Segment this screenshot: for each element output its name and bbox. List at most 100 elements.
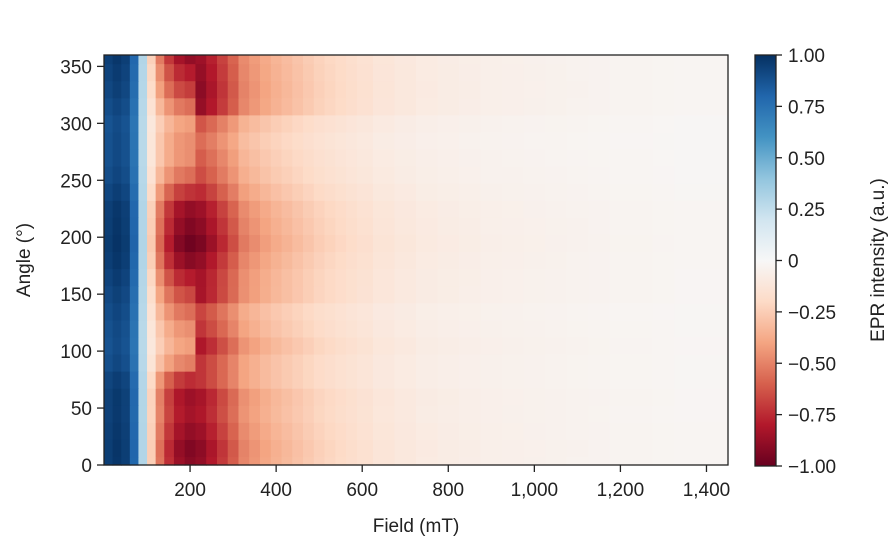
heatmap-cell — [313, 131, 326, 150]
heatmap-cell — [206, 405, 218, 423]
heatmap-cell — [164, 55, 175, 65]
heatmap-cell — [346, 148, 358, 167]
heatmap-cell — [372, 388, 396, 406]
heatmap-cell — [335, 166, 347, 184]
heatmap-cell — [313, 353, 326, 372]
heatmap-cell — [695, 353, 716, 372]
x-tick-label: 1,400 — [683, 480, 731, 501]
heatmap-cell — [195, 456, 207, 466]
heatmap-cell — [372, 131, 396, 150]
heatmap-cell — [270, 97, 283, 116]
heatmap-cell — [147, 251, 157, 270]
heatmap-cell — [588, 405, 611, 423]
heatmap-cell — [121, 166, 131, 184]
heatmap-cell — [164, 183, 175, 201]
heatmap-cell — [356, 422, 374, 440]
heatmap-cell — [523, 422, 546, 440]
heatmap-cell — [674, 405, 697, 423]
heatmap-cell — [260, 319, 272, 338]
heatmap-cell — [104, 251, 114, 270]
heatmap-cell — [206, 439, 218, 458]
heatmap-cell — [372, 336, 396, 355]
heatmap-cell — [695, 405, 716, 423]
heatmap-cell — [588, 422, 611, 440]
heatmap-cell — [416, 371, 439, 389]
heatmap-cell — [184, 217, 197, 235]
heatmap-cell — [184, 439, 197, 458]
heatmap-cell — [281, 80, 293, 99]
heatmap-cell — [206, 217, 218, 235]
heatmap-cell — [502, 97, 525, 116]
heatmap-cell — [155, 166, 165, 184]
heatmap-cell — [523, 251, 546, 270]
heatmap-cell — [260, 63, 272, 82]
heatmap-cell — [270, 439, 283, 458]
heatmap-cell — [523, 80, 546, 99]
heatmap-cell — [523, 97, 546, 116]
heatmap-cell — [437, 63, 460, 82]
heatmap-cell — [184, 234, 197, 253]
heatmap-cell — [249, 405, 261, 423]
heatmap-cell — [138, 148, 148, 167]
heatmap-cell — [346, 131, 358, 150]
heatmap-cell — [356, 63, 374, 82]
heatmap-cell — [566, 353, 589, 372]
heatmap-cell — [715, 97, 729, 116]
heatmap-cell — [372, 285, 396, 304]
heatmap-cell — [394, 217, 417, 235]
x-axis: 200 400 600 800 1,000 1,200 1,400 — [174, 465, 730, 501]
heatmap-cell — [313, 371, 326, 389]
heatmap-cell — [238, 55, 250, 65]
heatmap-cell — [609, 131, 632, 150]
heatmap-cell — [249, 234, 261, 253]
heatmap-cell — [206, 336, 218, 355]
heatmap-cell — [674, 166, 697, 184]
heatmap-cell — [147, 319, 157, 338]
heatmap-cell — [416, 336, 439, 355]
heatmap-cell — [609, 114, 632, 133]
heatmap-cell — [249, 353, 261, 372]
heatmap-cell — [104, 371, 114, 389]
heatmap-cell — [715, 200, 729, 218]
heatmap-cell — [715, 166, 729, 184]
heatmap-cell — [238, 200, 250, 218]
heatmap-cell — [609, 456, 632, 466]
heatmap-cell — [631, 80, 654, 99]
heatmap-cell — [394, 148, 417, 167]
heatmap-cell — [459, 439, 482, 458]
heatmap-cell — [138, 405, 148, 423]
y-tick-label: 0 — [81, 456, 92, 477]
heatmap-cell — [129, 251, 140, 270]
heatmap-cell — [356, 371, 374, 389]
heatmap-cell — [147, 131, 157, 150]
heatmap-cell — [184, 251, 197, 270]
heatmap-cell — [121, 285, 131, 304]
heatmap-cell — [303, 63, 315, 82]
heatmap-cell — [588, 55, 611, 65]
heatmap-cell — [104, 405, 114, 423]
heatmap-cell — [566, 302, 589, 321]
heatmap-cell — [303, 353, 315, 372]
heatmap-cell — [112, 200, 122, 218]
heatmap-cell — [394, 268, 417, 287]
heatmap-cell — [695, 63, 716, 82]
heatmap-cell — [566, 405, 589, 423]
heatmap-cell — [195, 63, 207, 82]
heatmap-cell — [652, 131, 675, 150]
heatmap-cell — [164, 251, 175, 270]
heatmap-cell — [502, 217, 525, 235]
heatmap-cell — [346, 371, 358, 389]
heatmap-cell — [164, 456, 175, 466]
heatmap-cell — [437, 371, 460, 389]
heatmap-cell — [104, 97, 114, 116]
heatmap-cell — [523, 166, 546, 184]
heatmap-cell — [292, 336, 304, 355]
heatmap-cell — [545, 217, 568, 235]
heatmap-cell — [324, 97, 336, 116]
heatmap-cell — [303, 251, 315, 270]
heatmap-cell — [566, 268, 589, 287]
heatmap-cell — [216, 405, 229, 423]
heatmap-cell — [566, 166, 589, 184]
heatmap-cell — [227, 234, 240, 253]
heatmap-cell — [566, 456, 589, 466]
